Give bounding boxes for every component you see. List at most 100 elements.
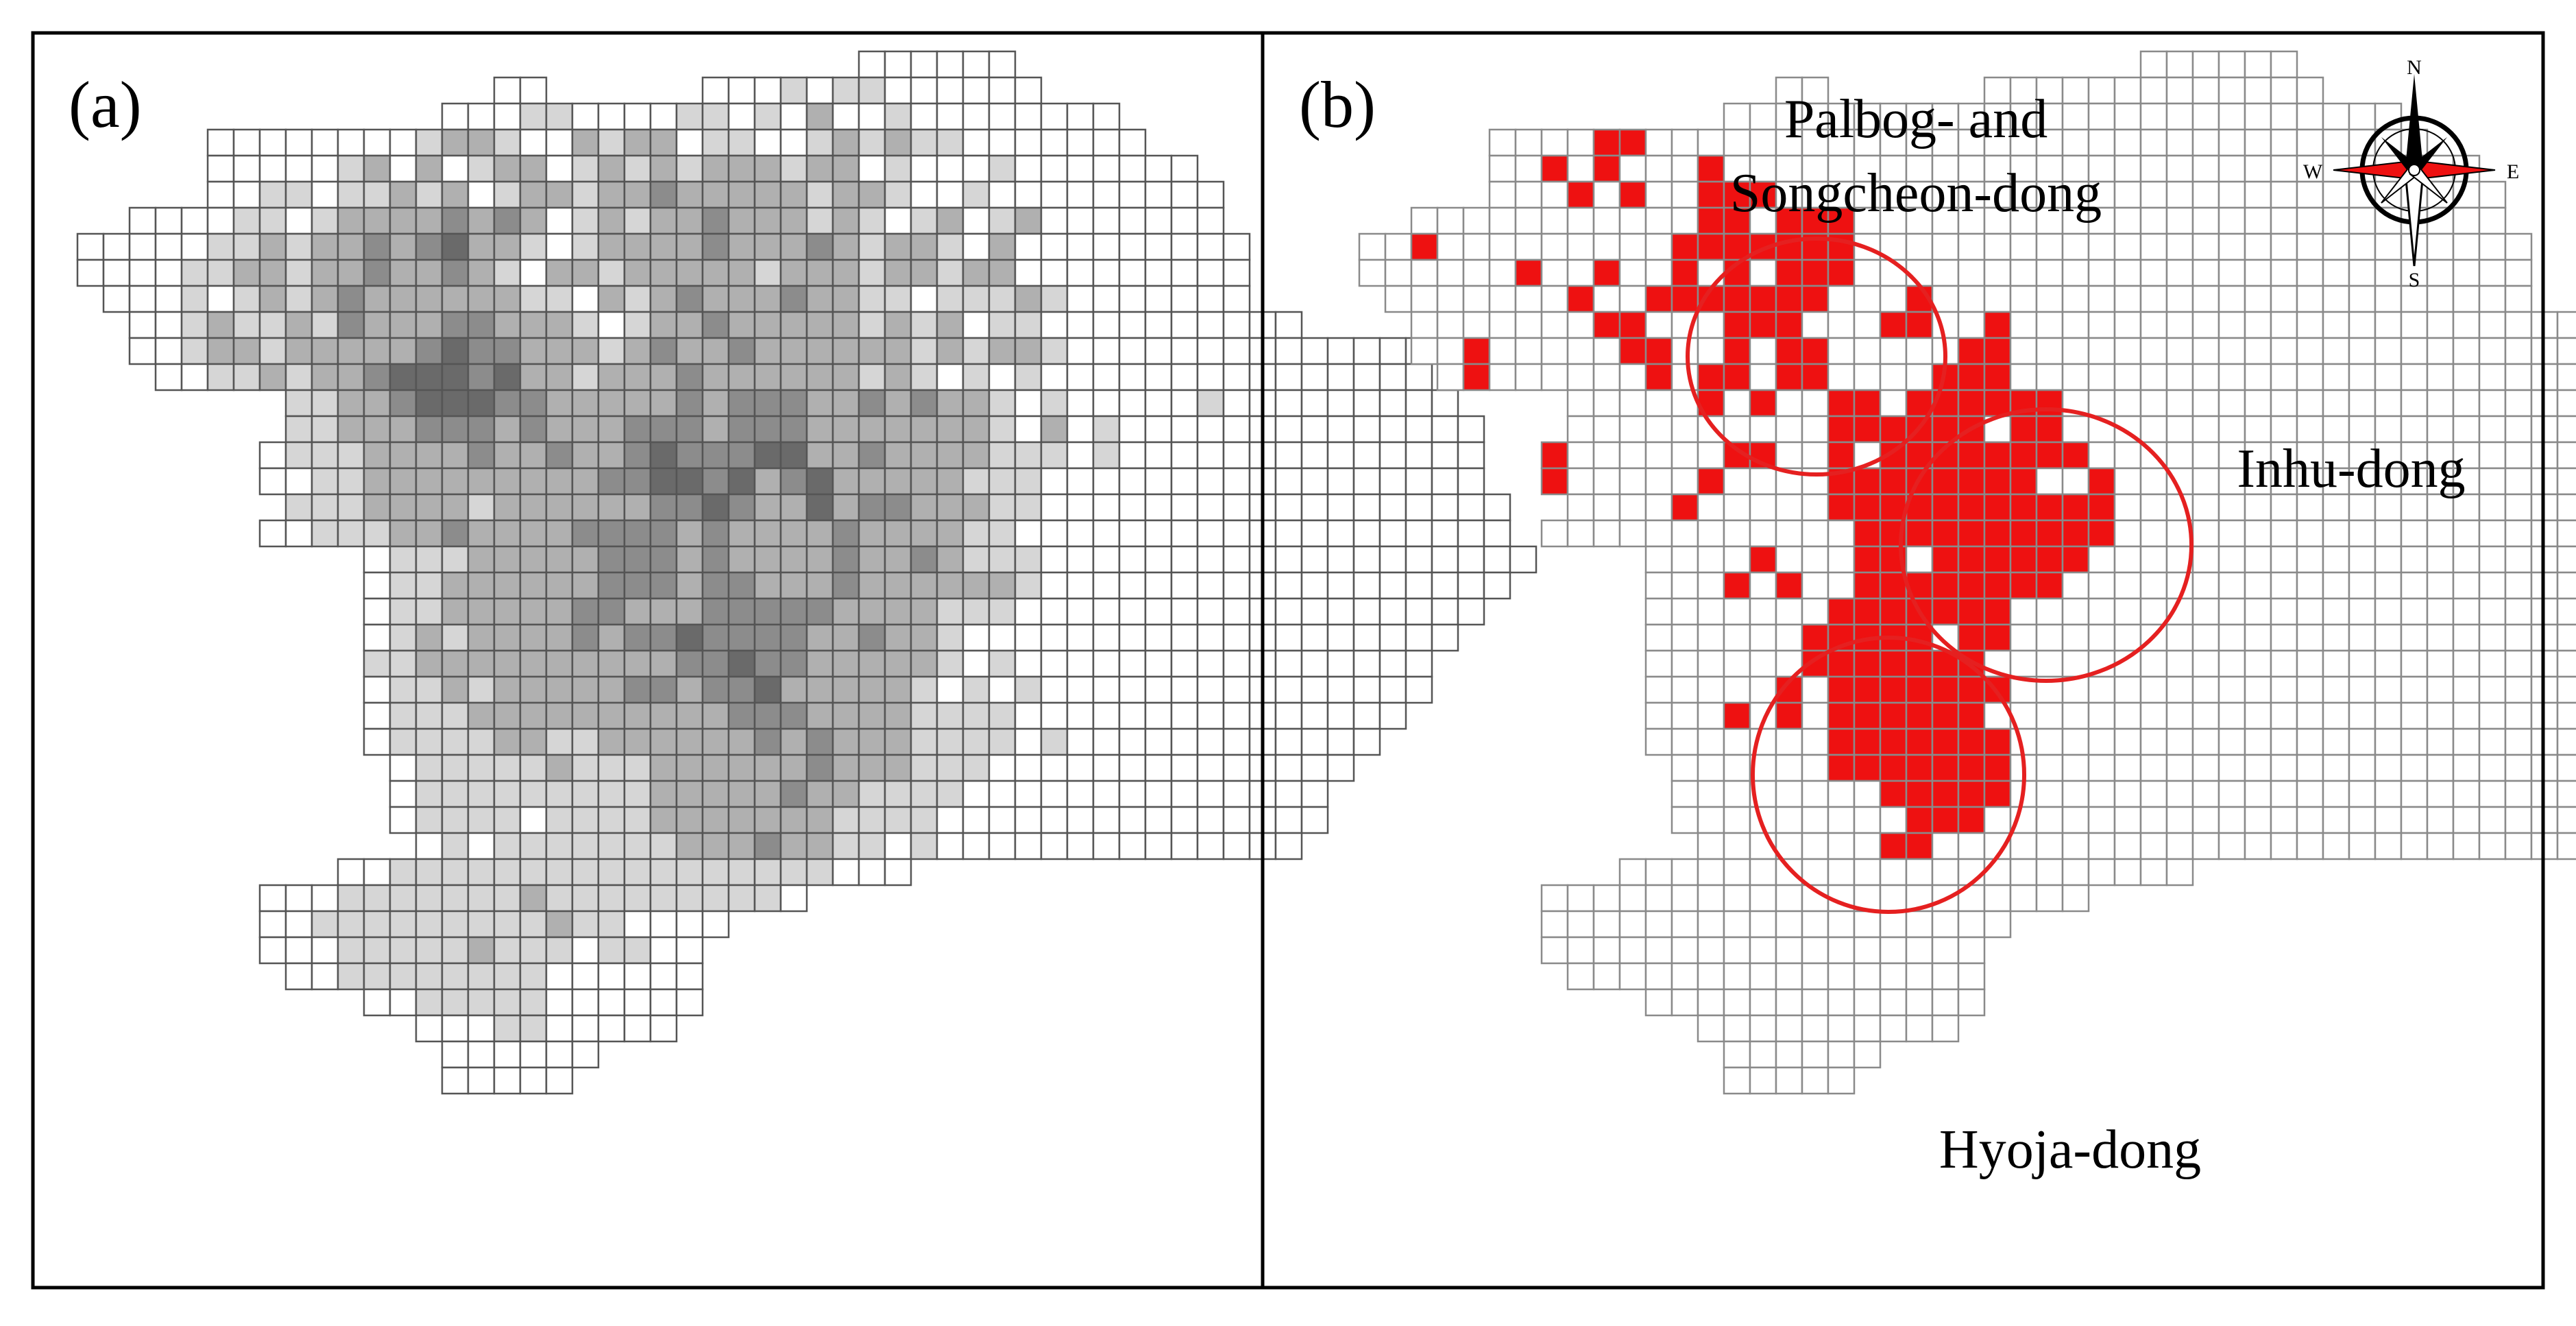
- grid-b-cell: [2478, 832, 2507, 860]
- grid-b-cell: [1801, 962, 1830, 991]
- grid-b-cell: [1827, 441, 1856, 470]
- grid-a-cell: [753, 519, 782, 548]
- grid-b-cell: [2009, 858, 2038, 887]
- grid-a-cell: [1509, 545, 1538, 574]
- grid-a-cell: [858, 623, 886, 652]
- grid-b-cell: [2348, 701, 2377, 730]
- grid-b-cell: [2139, 597, 2168, 626]
- grid-a-cell: [1066, 415, 1095, 444]
- grid-b-cell: [2061, 467, 2090, 496]
- grid-a-cell: [753, 415, 782, 444]
- grid-b-cell: [1618, 285, 1647, 313]
- grid-a-cell: [337, 311, 365, 339]
- grid-b-cell: [2426, 571, 2455, 600]
- grid-a-cell: [805, 102, 834, 131]
- grid-a-cell: [727, 806, 756, 834]
- grid-a-cell: [988, 832, 1017, 860]
- grid-b-cell: [2165, 102, 2194, 131]
- grid-a-cell: [936, 545, 964, 574]
- grid-b-cell: [2374, 649, 2403, 678]
- grid-a-cell: [415, 493, 443, 522]
- grid-b-cell: [2452, 597, 2481, 626]
- grid-a-cell: [389, 675, 417, 704]
- grid-a-cell: [467, 389, 496, 418]
- grid-b-cell: [1697, 363, 1725, 391]
- grid-b-cell: [1853, 285, 1882, 313]
- grid-a-cell: [1040, 154, 1069, 183]
- grid-b-cell: [1775, 754, 1803, 782]
- grid-a-cell: [779, 76, 808, 105]
- grid-a-cell: [1274, 754, 1303, 782]
- grid-a-cell: [493, 285, 522, 313]
- grid-a-cell: [1196, 206, 1225, 235]
- grid-b-cell: [2191, 780, 2220, 808]
- grid-b-cell: [2426, 258, 2455, 287]
- grid-b-cell: [2374, 389, 2403, 418]
- grid-b-cell: [1775, 858, 1803, 887]
- grid-b-cell: [1644, 441, 1673, 470]
- grid-a-cell: [988, 806, 1017, 834]
- grid-b-cell: [1488, 128, 1517, 157]
- grid-b-cell: [1749, 389, 1777, 418]
- grid-b-cell: [2400, 337, 2429, 365]
- grid-b-cell: [2035, 337, 2064, 365]
- grid-b-cell: [2113, 389, 2142, 418]
- grid-a-cell: [337, 519, 365, 548]
- grid-b-cell: [2400, 832, 2429, 860]
- grid-b-cell: [1514, 128, 1543, 157]
- grid-a-cell: [232, 258, 261, 287]
- grid-a-cell: [206, 285, 235, 313]
- grid-a-cell: [805, 232, 834, 261]
- grid-a-cell: [1040, 337, 1069, 365]
- grid-a-cell: [1222, 258, 1251, 287]
- grid-a-cell: [311, 154, 339, 183]
- grid-a-cell: [1144, 311, 1173, 339]
- grid-a-cell: [675, 493, 704, 522]
- grid-b-cell: [1592, 363, 1621, 391]
- grid-b-cell: [2296, 623, 2324, 652]
- grid-b-cell: [2191, 415, 2220, 444]
- grid-b-cell: [2426, 597, 2455, 626]
- grid-b-cell: [2009, 519, 2038, 548]
- grid-b-cell: [1514, 258, 1543, 287]
- grid-a-cell: [1196, 441, 1225, 470]
- grid-a-cell: [1378, 493, 1407, 522]
- grid-a-cell: [441, 545, 470, 574]
- grid-b-cell: [2009, 311, 2038, 339]
- grid-b-cell: [2504, 754, 2533, 782]
- grid-b-cell: [2400, 311, 2429, 339]
- grid-a-cell: [1066, 545, 1095, 574]
- grid-a-cell: [363, 493, 391, 522]
- grid-b-cell: [2348, 597, 2377, 626]
- grid-b-cell: [2035, 780, 2064, 808]
- grid-b-cell: [2035, 363, 2064, 391]
- grid-b-cell: [2374, 545, 2403, 574]
- grid-a-cell: [910, 649, 938, 678]
- grid-b-cell: [2035, 232, 2064, 261]
- grid-a-cell: [884, 727, 912, 756]
- grid-a-cell: [727, 649, 756, 678]
- grid-b-cell: [1879, 415, 1908, 444]
- grid-a-cell: [805, 363, 834, 391]
- grid-a-cell: [831, 519, 860, 548]
- grid-a-cell: [805, 649, 834, 678]
- grid-a-cell: [1300, 675, 1329, 704]
- grid-b-cell: [2296, 102, 2324, 131]
- grid-b-cell: [2452, 727, 2481, 756]
- grid-a-cell: [623, 884, 652, 913]
- grid-b-cell: [1827, 988, 1856, 1017]
- compass-east-label: E: [2507, 160, 2519, 183]
- grid-a-cell: [1144, 780, 1173, 808]
- grid-a-cell: [389, 415, 417, 444]
- grid-b-cell: [2244, 258, 2272, 287]
- grid-b-cell: [1670, 180, 1699, 209]
- grid-a-cell: [1066, 128, 1095, 157]
- grid-a-cell: [910, 206, 938, 235]
- grid-b-cell: [1749, 102, 1777, 131]
- grid-b-cell: [2139, 649, 2168, 678]
- grid-a-cell: [831, 76, 860, 105]
- grid-a-cell: [1118, 206, 1147, 235]
- grid-a-cell: [1092, 311, 1121, 339]
- grid-a-cell: [415, 623, 443, 652]
- grid-a-cell: [493, 832, 522, 860]
